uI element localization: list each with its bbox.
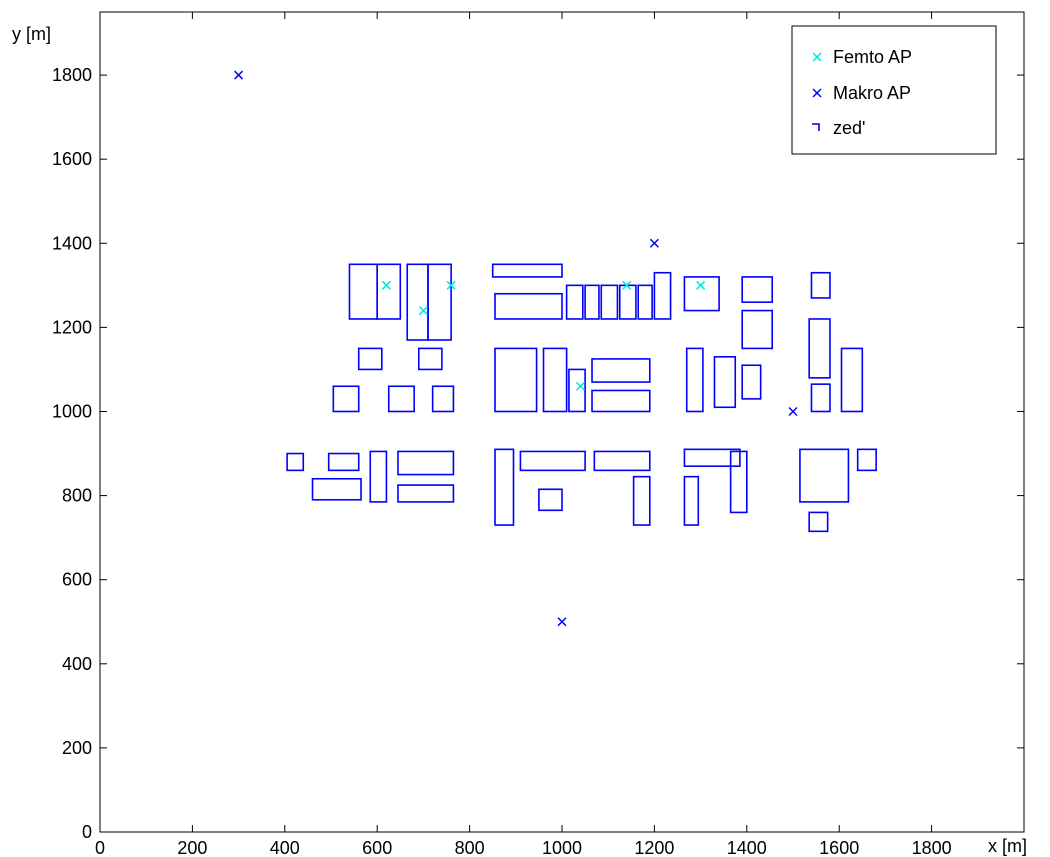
wall-rect (653, 271, 672, 320)
legend-wall-marker (812, 123, 820, 131)
femto-ap-point (418, 306, 428, 316)
makro-ap-point (234, 70, 244, 80)
makro-ap-point (649, 238, 659, 248)
makro-ap-point (788, 406, 798, 417)
x-tick-label: 1400 (727, 838, 767, 857)
x-tick-label: 1200 (634, 838, 674, 857)
legend-makro-x (812, 88, 822, 98)
walls-layer (286, 263, 877, 533)
y-tick-label: 1600 (52, 149, 92, 169)
wall-rect (600, 284, 619, 320)
wall-rect (618, 284, 637, 320)
y-tick-label: 1800 (52, 65, 92, 85)
y-tick-label: 400 (62, 654, 92, 674)
wall-rect (799, 448, 850, 503)
x-tick-label: 1800 (912, 838, 952, 857)
x-tick-label: 1600 (819, 838, 859, 857)
wall-rect (840, 347, 864, 413)
wall-rect (357, 347, 383, 371)
wall-rect (332, 385, 360, 413)
wall-rect (431, 385, 455, 413)
wall-rect (397, 484, 455, 503)
wall-rect (593, 450, 651, 472)
femto-ap-point (696, 280, 706, 290)
x-tick-label: 0 (95, 838, 105, 857)
x-tick-label: 200 (177, 838, 207, 857)
wall-rect (741, 309, 774, 350)
wall-rect (397, 450, 455, 476)
wall-rect (376, 263, 402, 320)
wall-rect (311, 477, 362, 501)
wall-rect (637, 284, 653, 320)
wall-rect (427, 263, 452, 341)
y-tick-label: 0 (82, 822, 92, 842)
wall-rect (369, 450, 388, 503)
wall-rect (387, 385, 415, 413)
wall-rect (491, 263, 563, 278)
femto-ap-point (446, 280, 456, 290)
legend-femto-label: Femto AP (833, 47, 912, 67)
y-axis-ticks: 0 200 400 600 800 1000 1200 1400 1600 1800 (52, 65, 1024, 842)
wall-rect (494, 448, 515, 526)
y-tick-label: 1400 (52, 233, 92, 253)
legend-box (791, 25, 997, 155)
wall-rect (685, 347, 704, 413)
wall-rect (565, 284, 584, 320)
x-tick-label: 600 (362, 838, 392, 857)
femto-ap-point (575, 381, 586, 391)
wall-rect (584, 284, 600, 320)
wall-rect (417, 347, 443, 371)
points-layer (234, 70, 798, 627)
legend-femto-marker (812, 52, 822, 62)
wall-rect (632, 475, 651, 526)
legend-wall-line (812, 123, 820, 131)
wall-rect (729, 450, 748, 514)
legend-makro-label: Makro AP (833, 83, 911, 103)
wall-rect (683, 475, 700, 526)
legend-femto-x (812, 52, 822, 62)
makro-ap-point (557, 617, 567, 627)
wall-rect (494, 292, 563, 320)
wall-rect (810, 383, 831, 413)
wall-rect (713, 356, 737, 409)
wall-rect (542, 347, 568, 413)
femto-ap-point (381, 280, 391, 290)
wall-rect (808, 511, 829, 533)
x-axis-label: x [m] (988, 836, 1027, 856)
legend-makro-marker (812, 88, 822, 98)
wall-rect (741, 364, 762, 400)
wall-rect (808, 318, 831, 379)
wall-rect (286, 452, 305, 472)
wall-rect (810, 271, 831, 299)
y-tick-label: 800 (62, 486, 92, 506)
y-tick-label: 600 (62, 570, 92, 590)
y-tick-label: 1000 (52, 401, 92, 421)
y-axis-label: y [m] (12, 24, 51, 44)
wall-rect (538, 488, 563, 512)
legend-wall-label: zed' (833, 118, 865, 138)
wall-rect (683, 276, 720, 312)
wall-rect (494, 347, 538, 413)
femto-ap-point (622, 280, 632, 290)
wall-rect (568, 368, 586, 413)
x-tick-label: 1000 (542, 838, 582, 857)
wall-rect (591, 389, 651, 413)
wall-rect (591, 358, 651, 383)
wall-rect (327, 452, 360, 472)
x-tick-label: 400 (270, 838, 300, 857)
wall-rect (741, 276, 774, 303)
y-tick-label: 200 (62, 738, 92, 758)
wall-rect (683, 448, 741, 467)
wall-rect (856, 448, 877, 472)
x-axis-ticks: 0 200 400 600 800 1000 1200 1400 1600 1800 (95, 12, 952, 857)
wall-rect (519, 450, 586, 472)
x-tick-label: 800 (455, 838, 485, 857)
legend: Femto AP Makro AP zed' (791, 25, 997, 155)
y-tick-label: 1200 (52, 317, 92, 337)
